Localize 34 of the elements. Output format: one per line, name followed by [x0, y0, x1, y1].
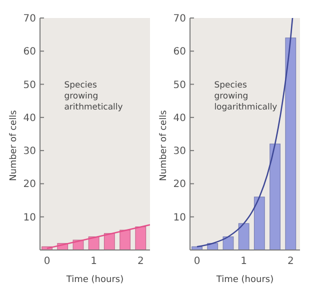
bar — [270, 144, 280, 250]
y-tick-label: 40 — [173, 112, 186, 124]
y-tick-label: 20 — [23, 179, 36, 190]
y-tick-label: 30 — [23, 146, 36, 158]
y-tick-label: 10 — [173, 212, 186, 224]
line-series — [196, 18, 294, 248]
y-tick-label: 40 — [23, 112, 36, 124]
y-tick-label: 70 — [173, 14, 186, 24]
y-tick-label: 30 — [173, 146, 186, 158]
y-tick-label: 50 — [173, 80, 186, 91]
bar — [238, 223, 250, 250]
bar — [254, 196, 265, 250]
annotation: Species growing arithmetically — [64, 80, 123, 113]
x-tick-label: 1 — [90, 256, 98, 267]
y-tick-label: 70 — [23, 14, 36, 24]
x-axis-title: Time (hours) — [215, 275, 274, 285]
x-axis-title: Time (hours) — [65, 275, 124, 285]
y-tick-label: 60 — [23, 46, 36, 58]
bar — [104, 233, 115, 250]
y-tick-label: 60 — [173, 46, 186, 58]
y-axis-title: Number of cells — [9, 110, 19, 181]
x-tick-label: 0 — [194, 256, 200, 267]
y-tick-label: 20 — [173, 179, 186, 190]
x-tick-label: 2 — [287, 256, 294, 267]
y-axis-title: Number of cells — [159, 110, 169, 181]
bar — [285, 38, 296, 250]
y-tick-label: 50 — [23, 80, 36, 91]
x-tick-label: 1 — [240, 256, 248, 267]
bar — [120, 230, 130, 250]
bar — [135, 226, 146, 250]
x-tick-label: 0 — [44, 256, 50, 267]
y-tick-label: 10 — [23, 212, 36, 224]
annotation: Species growing logarithmically — [214, 80, 278, 113]
x-tick-label: 2 — [137, 256, 144, 267]
